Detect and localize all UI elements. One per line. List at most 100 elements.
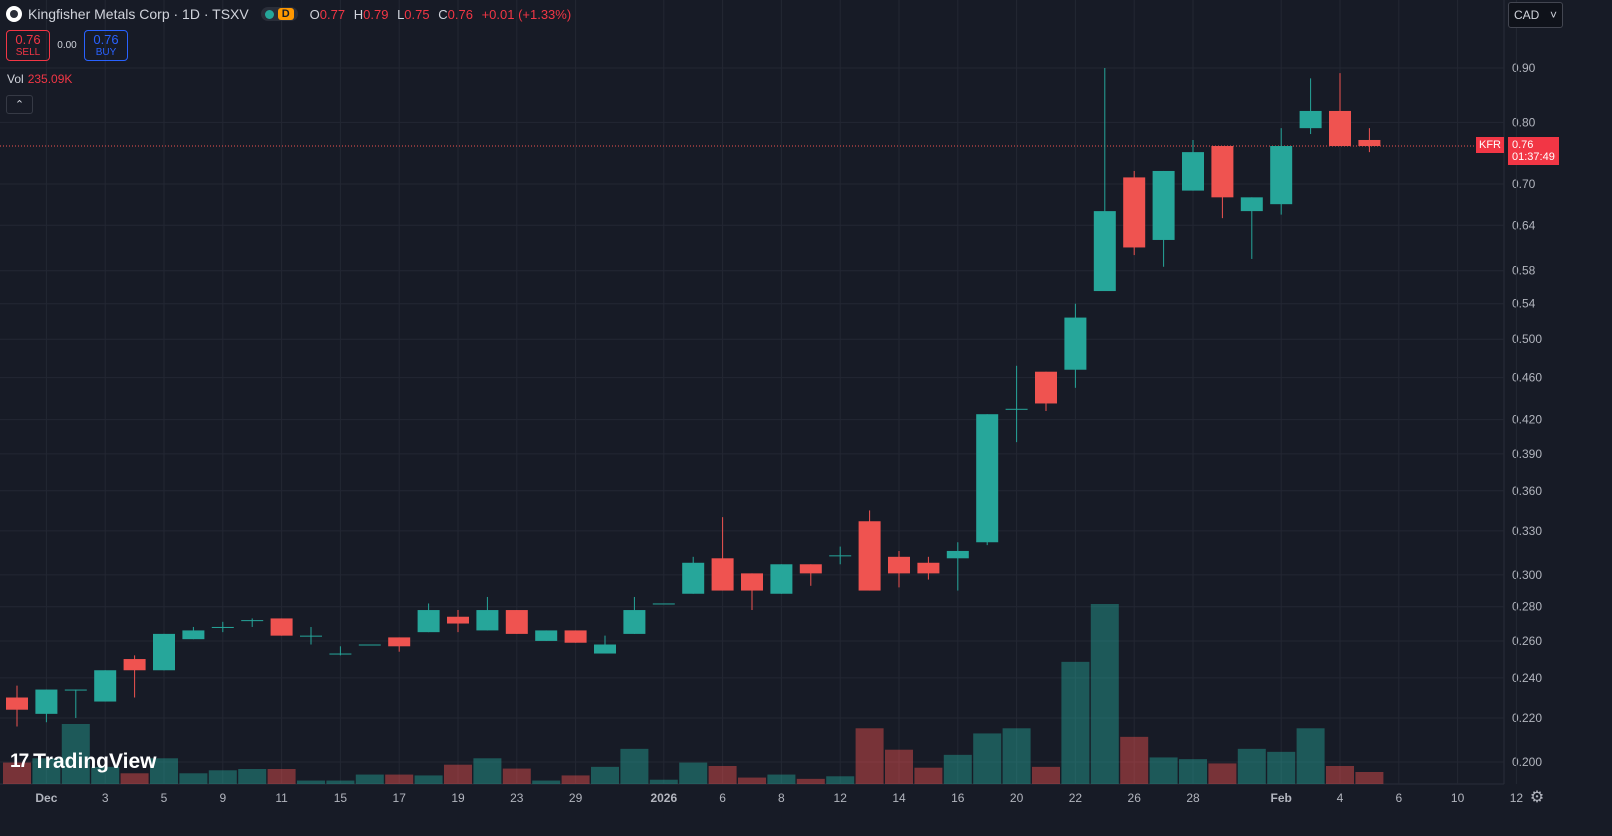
candle-body[interactable] bbox=[153, 633, 175, 671]
high-label: H bbox=[353, 6, 364, 22]
candle-body[interactable] bbox=[652, 603, 675, 605]
candle-body[interactable] bbox=[1093, 211, 1116, 292]
x-tick-label: 2026 bbox=[650, 791, 677, 805]
y-tick-label: 0.300 bbox=[1512, 568, 1542, 582]
close-value: 0.76 bbox=[447, 6, 473, 22]
y-tick-label: 0.500 bbox=[1512, 332, 1542, 346]
x-tick-label: 16 bbox=[951, 791, 965, 805]
candle-body[interactable] bbox=[1035, 371, 1057, 404]
tradingview-logo-text: TradingView bbox=[33, 750, 157, 773]
sell-price: 0.76 bbox=[15, 31, 41, 47]
buy-button[interactable]: 0.76 BUY bbox=[84, 30, 128, 61]
close-label: C bbox=[438, 6, 448, 22]
candle-body[interactable] bbox=[799, 564, 822, 574]
symbol-title[interactable]: Kingfisher Metals Corp · 1D · TSXV bbox=[28, 6, 249, 22]
volume-value: 235.09K bbox=[27, 72, 73, 86]
volume-bar bbox=[1061, 661, 1090, 784]
price-tag-price: 0.76 bbox=[1512, 139, 1534, 151]
symbol-logo-icon bbox=[6, 6, 22, 22]
price-tag-countdown: 01:37:49 bbox=[1512, 151, 1555, 163]
volume-label: Vol bbox=[7, 72, 24, 86]
candle-body[interactable] bbox=[770, 564, 793, 594]
x-tick-label: 20 bbox=[1010, 791, 1024, 805]
x-tick-label: 6 bbox=[1395, 791, 1402, 805]
candle-body[interactable] bbox=[270, 618, 293, 636]
candle-body[interactable] bbox=[211, 626, 234, 628]
candle-body[interactable] bbox=[682, 562, 705, 594]
candle-body[interactable] bbox=[829, 555, 852, 557]
candle-body[interactable] bbox=[623, 610, 646, 634]
candle-body[interactable] bbox=[1329, 110, 1351, 147]
volume-bar bbox=[738, 777, 766, 784]
volume-bar bbox=[796, 778, 825, 784]
currency-select[interactable]: CAD ˅ bbox=[1508, 2, 1563, 28]
tradingview-logo[interactable]: 17 TradingView bbox=[10, 750, 156, 774]
candle-body[interactable] bbox=[182, 630, 205, 640]
x-tick-label: 8 bbox=[778, 791, 785, 805]
candle-body[interactable] bbox=[35, 689, 58, 714]
candle-body[interactable] bbox=[505, 610, 528, 634]
candle-body[interactable] bbox=[594, 644, 616, 654]
candle-body[interactable] bbox=[917, 562, 940, 574]
candle-body[interactable] bbox=[1299, 110, 1322, 129]
candle-body[interactable] bbox=[741, 573, 763, 591]
candle-body[interactable] bbox=[241, 620, 264, 622]
y-tick-label: 0.280 bbox=[1512, 600, 1542, 614]
volume-bar bbox=[502, 768, 531, 784]
candle-body[interactable] bbox=[64, 689, 87, 691]
gear-icon[interactable]: ⚙ bbox=[1529, 789, 1545, 806]
candle-body[interactable] bbox=[1005, 408, 1028, 410]
x-tick-label: 26 bbox=[1128, 791, 1142, 805]
candle-body[interactable] bbox=[1152, 170, 1175, 240]
volume-bar bbox=[914, 767, 943, 784]
sell-button[interactable]: 0.76 SELL bbox=[6, 30, 50, 61]
y-tick-label: 0.330 bbox=[1512, 524, 1542, 538]
candle-body[interactable] bbox=[1270, 146, 1293, 205]
candle-body[interactable] bbox=[476, 610, 499, 631]
volume-bar bbox=[1149, 757, 1178, 784]
last-price-tag: KFR 0.76 01:37:49 bbox=[1476, 137, 1559, 165]
candle-body[interactable] bbox=[946, 550, 969, 559]
candle-body[interactable] bbox=[1182, 152, 1204, 191]
y-tick-label: 0.260 bbox=[1512, 634, 1542, 648]
candle-body[interactable] bbox=[1064, 317, 1087, 370]
volume-bar bbox=[649, 779, 678, 784]
candle-body[interactable] bbox=[1123, 177, 1146, 248]
candle-body[interactable] bbox=[123, 659, 146, 671]
market-status-badge[interactable]: D bbox=[260, 7, 298, 21]
volume-bar bbox=[355, 774, 384, 784]
y-tick-label: 0.360 bbox=[1512, 484, 1542, 498]
candle-body[interactable] bbox=[858, 521, 881, 591]
candle-body[interactable] bbox=[388, 637, 411, 647]
candle-body[interactable] bbox=[1240, 197, 1263, 212]
x-tick-label: 19 bbox=[451, 791, 465, 805]
volume-bar bbox=[943, 754, 972, 784]
sell-label: SELL bbox=[15, 46, 41, 58]
tradingview-logo-icon: 17 bbox=[10, 751, 29, 772]
candle-body[interactable] bbox=[535, 630, 558, 641]
candle-body[interactable] bbox=[417, 610, 440, 633]
volume-bar bbox=[767, 774, 796, 784]
candle-body[interactable] bbox=[1211, 146, 1234, 198]
volume-bar bbox=[1032, 766, 1060, 784]
candle-body[interactable] bbox=[300, 635, 322, 637]
x-tick-label: 11 bbox=[275, 791, 288, 805]
volume-bar bbox=[1355, 772, 1384, 784]
candle-body[interactable] bbox=[329, 653, 352, 655]
candle-body[interactable] bbox=[976, 414, 999, 543]
candle-body[interactable] bbox=[1358, 139, 1381, 147]
collapse-legend-button[interactable]: ⌃ bbox=[6, 95, 33, 114]
candle-body[interactable] bbox=[94, 670, 117, 702]
candle-body[interactable] bbox=[6, 697, 28, 710]
volume-bar bbox=[591, 766, 619, 784]
candle-body[interactable] bbox=[358, 644, 381, 646]
candle-body[interactable] bbox=[711, 558, 734, 591]
candle-body[interactable] bbox=[447, 616, 469, 624]
candle-body[interactable] bbox=[888, 556, 910, 574]
y-tick-label: 0.64 bbox=[1512, 218, 1536, 232]
trade-buttons: 0.76 SELL 0.00 0.76 BUY bbox=[6, 30, 128, 61]
volume-bar bbox=[326, 780, 355, 784]
volume-bar bbox=[444, 764, 472, 784]
candle-body[interactable] bbox=[564, 630, 587, 643]
